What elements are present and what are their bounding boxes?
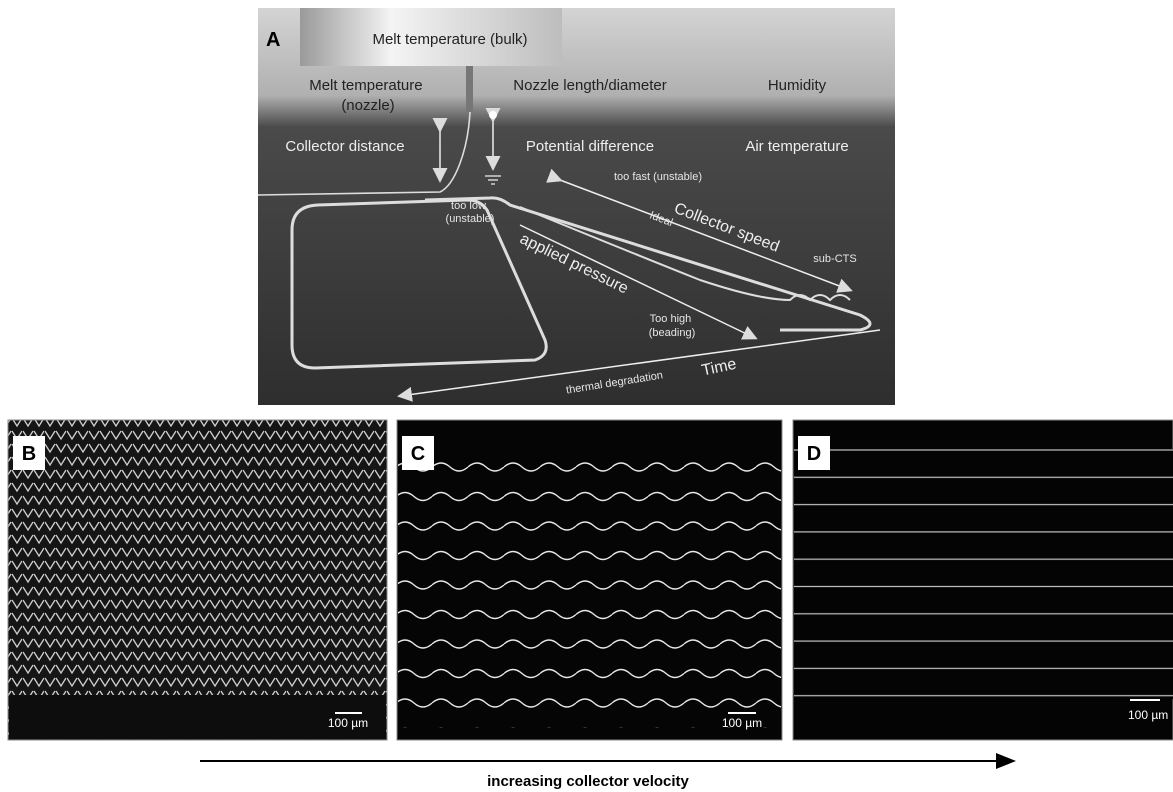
annotation-line: too low <box>451 200 486 212</box>
caption: increasing collector velocity <box>487 773 689 790</box>
annotation: Humidity <box>768 77 827 94</box>
annotation: Melt temperature (bulk) <box>372 31 527 48</box>
micrograph-waves <box>398 458 781 728</box>
annotation: Collector distance <box>285 138 404 155</box>
panel-label: A <box>266 29 280 51</box>
panel-b: B 100 µm <box>8 420 387 740</box>
panel-label: B <box>22 443 36 465</box>
annotation: Potential difference <box>526 138 654 155</box>
panel-d: D 100 µm <box>793 420 1173 740</box>
panel-a-background <box>258 8 895 405</box>
annotation-line: Too high <box>650 313 692 325</box>
annotation: too fast (unstable) <box>614 171 702 183</box>
annotation-line: (nozzle) <box>341 97 394 114</box>
annotation: sub-CTS <box>813 253 856 265</box>
figure: A Melt temperature (bulk) Melt temperatu… <box>0 0 1173 792</box>
annotation: Air temperature <box>745 138 848 155</box>
annotation: Nozzle length/diameter <box>513 77 666 94</box>
nozzle-tip <box>466 66 473 112</box>
micrograph <box>8 420 387 740</box>
scale-label: 100 µm <box>1128 708 1168 722</box>
annotation: too low (unstable) <box>446 200 495 225</box>
scale-label: 100 µm <box>722 716 762 730</box>
scale-label: 100 µm <box>328 716 368 730</box>
panel-label: D <box>807 443 821 465</box>
annotation-line: (unstable) <box>446 213 495 225</box>
electrode <box>489 111 497 119</box>
panel-c: C 100 µm <box>397 420 782 740</box>
micrograph-lines <box>794 449 1173 699</box>
panel-label: C <box>411 443 425 465</box>
annotation-line: (beading) <box>649 327 695 339</box>
panel-a: A Melt temperature (bulk) Melt temperatu… <box>258 8 895 405</box>
annotation-line: Melt temperature <box>309 77 422 94</box>
